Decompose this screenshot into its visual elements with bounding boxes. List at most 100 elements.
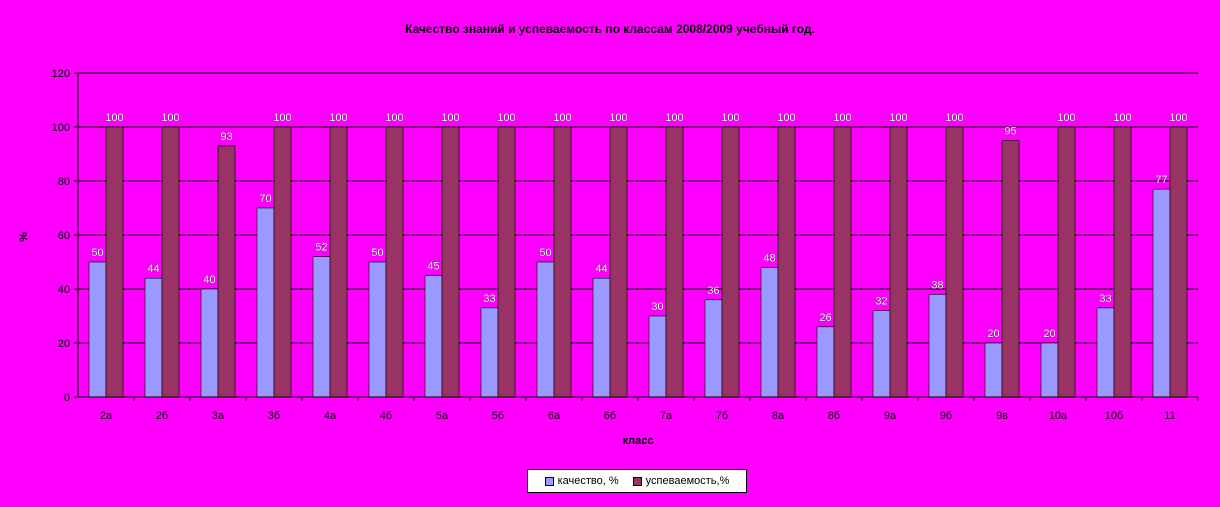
data-label-progress-9а: 100 <box>889 112 907 124</box>
bar-quality-5а <box>424 275 443 398</box>
data-label-quality-9б: 38 <box>931 279 943 291</box>
bar-progress-3б <box>273 126 292 398</box>
data-label-quality-2б: 44 <box>147 263 159 275</box>
data-label-progress-4б: 100 <box>385 112 403 124</box>
y-tick-label-20: 20 <box>58 338 70 350</box>
bar-progress-10б <box>1113 126 1132 398</box>
bar-quality-3б <box>256 207 275 398</box>
data-label-progress-4а: 100 <box>329 112 347 124</box>
data-label-quality-5а: 45 <box>427 261 439 273</box>
x-tick-label-6б: 6б <box>604 410 616 422</box>
x-tick-label-3б: 3б <box>268 410 280 422</box>
x-tick-label-10а: 10а <box>1049 410 1068 422</box>
data-label-progress-5а: 100 <box>441 112 459 124</box>
data-label-quality-5б: 33 <box>483 293 495 305</box>
bar-quality-10б <box>1096 307 1115 398</box>
bar-quality-4а <box>312 256 331 398</box>
bar-quality-9а <box>872 310 891 398</box>
x-tick-label-5а: 5а <box>436 410 449 422</box>
data-label-progress-6а: 100 <box>553 112 571 124</box>
bar-quality-2б <box>144 277 163 398</box>
data-label-quality-7б: 36 <box>707 285 719 297</box>
data-label-quality-7а: 30 <box>651 301 663 313</box>
bar-progress-2б <box>161 126 180 398</box>
chart-title: Качество знаний и успеваемость по класса… <box>405 22 815 36</box>
legend-label-quality: качество, % <box>557 475 619 487</box>
bar-progress-7а <box>665 126 684 398</box>
legend-label-progress: успеваемость,% <box>645 475 730 487</box>
bar-quality-8б <box>816 326 835 398</box>
x-tick-label-9а: 9а <box>884 410 897 422</box>
data-label-quality-11: 77 <box>1155 174 1167 186</box>
data-label-quality-8б: 26 <box>819 312 831 324</box>
x-tick-label-6а: 6а <box>548 410 561 422</box>
data-label-progress-7б: 100 <box>721 112 739 124</box>
data-label-quality-3б: 70 <box>259 193 271 205</box>
bar-quality-8а <box>760 267 779 398</box>
bar-quality-7б <box>704 299 723 398</box>
data-label-quality-9в: 20 <box>987 328 999 340</box>
bar-progress-5б <box>497 126 516 398</box>
data-labels-layer: 50 100 44 100 40 93 70 100 52 100 50 100 45 100 33 100 5… <box>91 112 1188 340</box>
x-axis-label: класс <box>623 435 654 447</box>
bar-quality-6б <box>592 277 611 398</box>
x-tick-label-2б: 2б <box>156 410 168 422</box>
bar-progress-6б <box>609 126 628 398</box>
bar-progress-9в <box>1001 140 1020 398</box>
data-label-quality-10б: 33 <box>1099 293 1111 305</box>
legend: качество, % успеваемость,% <box>527 469 747 493</box>
x-tick-label-3а: 3а <box>212 410 225 422</box>
bar-progress-10а <box>1057 126 1076 398</box>
y-axis-label: % <box>18 232 30 242</box>
data-label-quality-10а: 20 <box>1043 328 1055 340</box>
data-label-quality-6б: 44 <box>595 263 607 275</box>
y-tick-label-0: 0 <box>64 392 70 404</box>
data-label-progress-8б: 100 <box>833 112 851 124</box>
bar-quality-3а <box>200 288 219 398</box>
data-label-progress-2б: 100 <box>161 112 179 124</box>
x-tick-label-9в: 9в <box>996 410 1008 422</box>
data-label-quality-8а: 48 <box>763 252 775 264</box>
bar-progress-9а <box>889 126 908 398</box>
bar-progress-7б <box>721 126 740 398</box>
legend-swatch-quality <box>544 476 554 486</box>
x-tick-label-10б: 10б <box>1105 410 1124 422</box>
data-label-quality-4а: 52 <box>315 242 327 254</box>
x-tick-label-7б: 7б <box>716 410 728 422</box>
data-label-quality-6а: 50 <box>539 247 551 259</box>
bar-progress-4б <box>385 126 404 398</box>
data-label-quality-9а: 32 <box>875 296 887 308</box>
data-label-progress-2а: 100 <box>105 112 123 124</box>
y-tick-label-80: 80 <box>58 176 70 188</box>
bar-quality-9в <box>984 342 1003 398</box>
data-label-progress-9в: 95 <box>1004 126 1016 138</box>
data-label-progress-9б: 100 <box>945 112 963 124</box>
data-label-progress-11: 100 <box>1169 112 1187 124</box>
bar-quality-9б <box>928 294 947 398</box>
x-tick-label-2а: 2а <box>100 410 113 422</box>
x-tick-label-4б: 4б <box>380 410 392 422</box>
bar-progress-6а <box>553 126 572 398</box>
y-tick-label-120: 120 <box>52 68 70 80</box>
legend-item-progress: успеваемость,% <box>632 475 730 487</box>
bar-progress-8б <box>833 126 852 398</box>
bar-quality-4б <box>368 261 387 398</box>
y-tick-label-100: 100 <box>52 122 70 134</box>
bar-progress-9б <box>945 126 964 398</box>
data-label-quality-3а: 40 <box>203 274 215 286</box>
data-label-progress-10б: 100 <box>1113 112 1131 124</box>
data-label-progress-3а: 93 <box>220 131 232 143</box>
bar-progress-11 <box>1169 126 1188 398</box>
x-tick-label-8а: 8а <box>772 410 785 422</box>
data-label-progress-10а: 100 <box>1057 112 1075 124</box>
bar-quality-5б <box>480 307 499 398</box>
data-label-quality-4б: 50 <box>371 247 383 259</box>
bar-quality-10а <box>1040 342 1059 398</box>
data-label-progress-7а: 100 <box>665 112 683 124</box>
y-tick-label-40: 40 <box>58 284 70 296</box>
gridlines <box>78 72 1198 344</box>
bar-quality-11 <box>1152 188 1171 398</box>
bar-quality-6а <box>536 261 555 398</box>
axes: 0 20 40 60 80 100 120 2а 2б 3а 3б 4а 4б 5а 5б 6а 6б 7а 7б 8… <box>52 68 1199 422</box>
x-tick-label-7а: 7а <box>660 410 673 422</box>
